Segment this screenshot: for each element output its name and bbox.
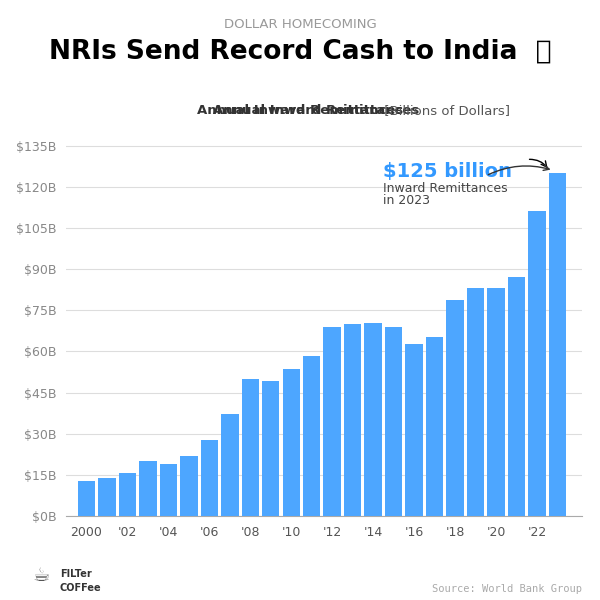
Text: Annual Inward Remittances: Annual Inward Remittances: [197, 104, 403, 117]
Bar: [508, 277, 525, 516]
Bar: [119, 473, 136, 516]
Bar: [344, 324, 361, 516]
Bar: [323, 327, 341, 516]
Bar: [385, 327, 403, 516]
Text: NRIs Send Record Cash to India  💸: NRIs Send Record Cash to India 💸: [49, 39, 551, 65]
Text: FILTer: FILTer: [60, 569, 92, 579]
Bar: [364, 323, 382, 516]
Bar: [406, 344, 423, 516]
Text: COFFee: COFFee: [60, 583, 101, 593]
Bar: [221, 414, 239, 516]
Text: Source: World Bank Group: Source: World Bank Group: [432, 584, 582, 594]
Bar: [262, 381, 280, 516]
Bar: [426, 337, 443, 516]
Bar: [98, 478, 116, 516]
Bar: [160, 464, 177, 516]
Bar: [180, 457, 197, 516]
Bar: [467, 288, 484, 516]
Bar: [549, 173, 566, 516]
Text: in 2023: in 2023: [383, 194, 430, 208]
Text: ☕: ☕: [33, 566, 50, 585]
Bar: [487, 288, 505, 516]
Bar: [303, 356, 320, 516]
Text: DOLLAR HOMECOMING: DOLLAR HOMECOMING: [224, 18, 376, 31]
Text: Inward Remittances: Inward Remittances: [383, 182, 508, 195]
Bar: [242, 379, 259, 516]
Text: [Billions of Dollars]: [Billions of Dollars]: [380, 104, 511, 117]
Bar: [78, 481, 95, 516]
Text: Annual Inward Remittances: Annual Inward Remittances: [213, 104, 419, 117]
Text: $125 billion: $125 billion: [383, 163, 512, 181]
Bar: [139, 461, 157, 516]
Bar: [283, 369, 300, 516]
Bar: [200, 440, 218, 516]
Bar: [528, 211, 545, 516]
Bar: [446, 301, 464, 516]
